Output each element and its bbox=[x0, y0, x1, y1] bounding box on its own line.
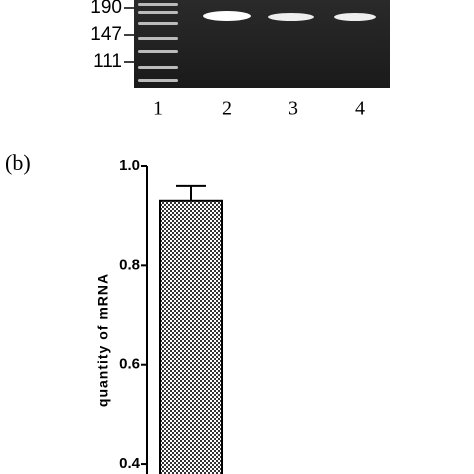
band bbox=[334, 13, 376, 21]
ladder bbox=[138, 3, 178, 82]
lane-label: 3 bbox=[288, 98, 298, 120]
y-axis-label: quantity of mRNA bbox=[95, 273, 111, 407]
marker-label: 147 bbox=[90, 24, 122, 45]
y-tick-label: 1.0 bbox=[119, 157, 140, 174]
lane-label: 1 bbox=[153, 98, 163, 120]
marker-label: 111 bbox=[93, 51, 122, 72]
marker-label: 190 bbox=[90, 0, 122, 18]
panel-label: (b) bbox=[5, 150, 31, 175]
y-tick-label: 0.6 bbox=[119, 356, 140, 373]
y-tick-label: 0.8 bbox=[119, 256, 140, 273]
band bbox=[203, 11, 251, 21]
y-tick-label: 0.4 bbox=[119, 455, 141, 472]
gel-panel bbox=[134, 0, 390, 88]
lane-label: 4 bbox=[355, 98, 365, 120]
band bbox=[268, 13, 314, 21]
lane-label: 2 bbox=[222, 98, 232, 120]
bar bbox=[159, 199, 223, 474]
